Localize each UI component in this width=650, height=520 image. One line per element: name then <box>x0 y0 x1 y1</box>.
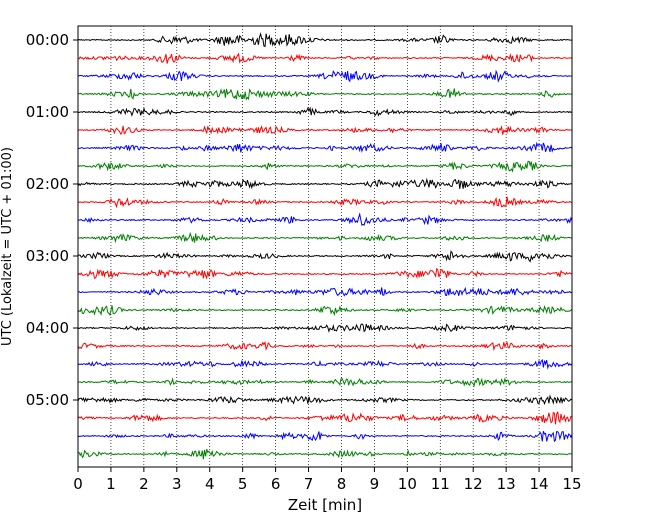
x-tick-label-9: 9 <box>370 475 380 493</box>
trace-5 <box>77 125 573 136</box>
y-tick-label-5: 05:00 <box>26 391 69 409</box>
trace-21 <box>77 411 573 425</box>
x-tick-label-15: 15 <box>562 475 581 493</box>
trace-14 <box>77 286 573 297</box>
x-tick-label-13: 13 <box>497 475 516 493</box>
plot-frame <box>77 25 573 468</box>
x-tick-label-12: 12 <box>464 475 483 493</box>
x-tick-label-5: 5 <box>238 475 248 493</box>
x-tick-label-1: 1 <box>106 475 116 493</box>
y-tick-label-2: 02:00 <box>26 175 69 193</box>
x-tick-label-4: 4 <box>205 475 215 493</box>
trace-8 <box>77 177 573 190</box>
trace-7 <box>77 160 573 173</box>
x-tick-label-2: 2 <box>139 475 149 493</box>
trace-22 <box>77 430 573 443</box>
traces <box>77 32 573 460</box>
trace-15 <box>77 305 573 317</box>
trace-9 <box>77 196 573 209</box>
x-tick-label-0: 0 <box>73 475 83 493</box>
x-tick-label-11: 11 <box>431 475 450 493</box>
trace-13 <box>77 267 573 280</box>
trace-19 <box>77 377 573 388</box>
trace-3 <box>77 88 573 101</box>
y-tick-label-0: 00:00 <box>26 31 69 49</box>
trace-11 <box>77 231 573 244</box>
trace-12 <box>77 250 573 263</box>
y-axis-ticks: 00:00 01:00 02:00 03:00 04:00 05:00 <box>26 31 78 409</box>
x-tick-label-7: 7 <box>304 475 314 493</box>
trace-10 <box>77 212 573 227</box>
y-axis-title: UTC (Lokalzeit = UTC + 01:00) <box>0 147 15 346</box>
x-tick-label-3: 3 <box>172 475 182 493</box>
trace-2 <box>77 69 573 83</box>
x-axis-ticks: 0 1 2 3 4 5 6 7 8 9 10 11 12 13 14 15 <box>73 467 582 493</box>
y-tick-label-4: 04:00 <box>26 319 69 337</box>
y-tick-label-3: 03:00 <box>26 247 69 265</box>
trace-6 <box>77 141 573 154</box>
trace-20 <box>77 394 573 406</box>
trace-1 <box>77 52 573 64</box>
trace-18 <box>77 358 573 370</box>
trace-17 <box>77 340 573 352</box>
x-axis-title: Zeit [min] <box>288 496 362 514</box>
trace-16 <box>77 323 573 333</box>
x-tick-label-8: 8 <box>337 475 347 493</box>
trace-4 <box>77 106 573 117</box>
trace-0 <box>77 32 573 48</box>
x-tick-label-6: 6 <box>271 475 281 493</box>
x-tick-label-10: 10 <box>398 475 417 493</box>
x-tick-label-14: 14 <box>530 475 549 493</box>
trace-23 <box>77 449 573 460</box>
y-tick-label-1: 01:00 <box>26 103 69 121</box>
